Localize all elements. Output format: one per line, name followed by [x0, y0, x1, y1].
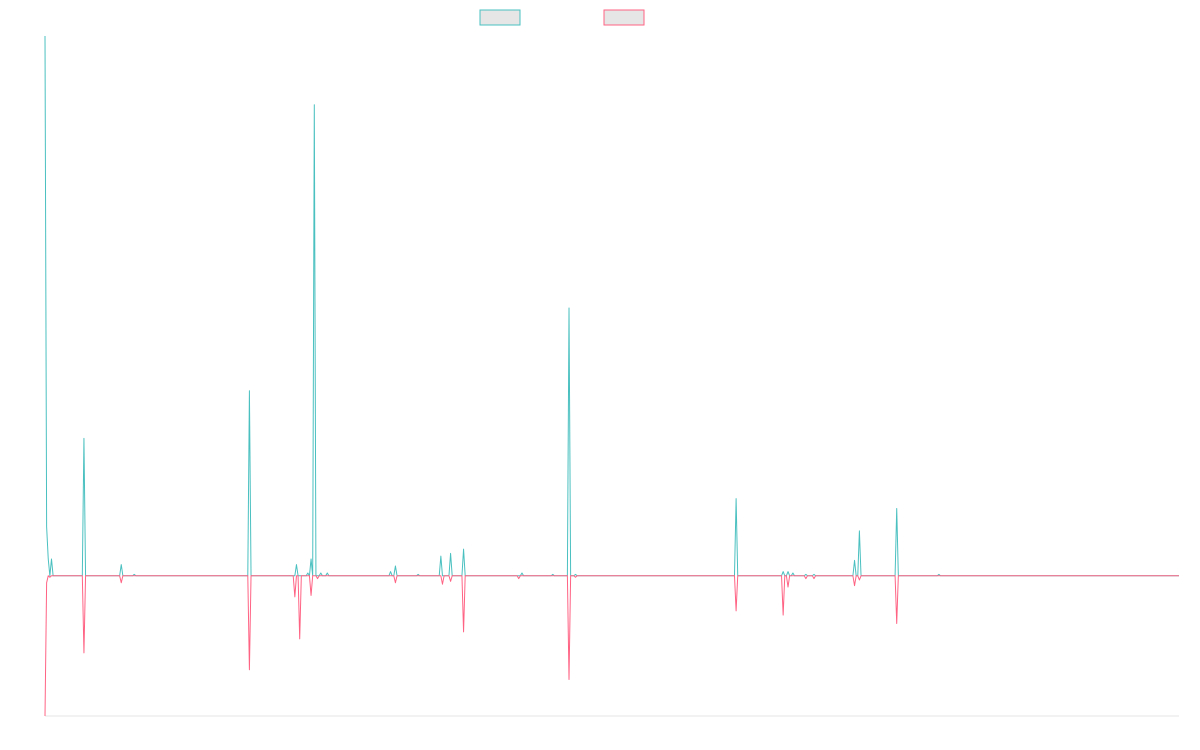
series-layer	[44, 35, 1179, 717]
legend	[479, 9, 645, 26]
series-line-1	[44, 575, 1179, 717]
legend-box-series-0[interactable]	[479, 9, 521, 26]
series-line-0	[44, 35, 1179, 577]
legend-box-series-1[interactable]	[603, 9, 645, 26]
